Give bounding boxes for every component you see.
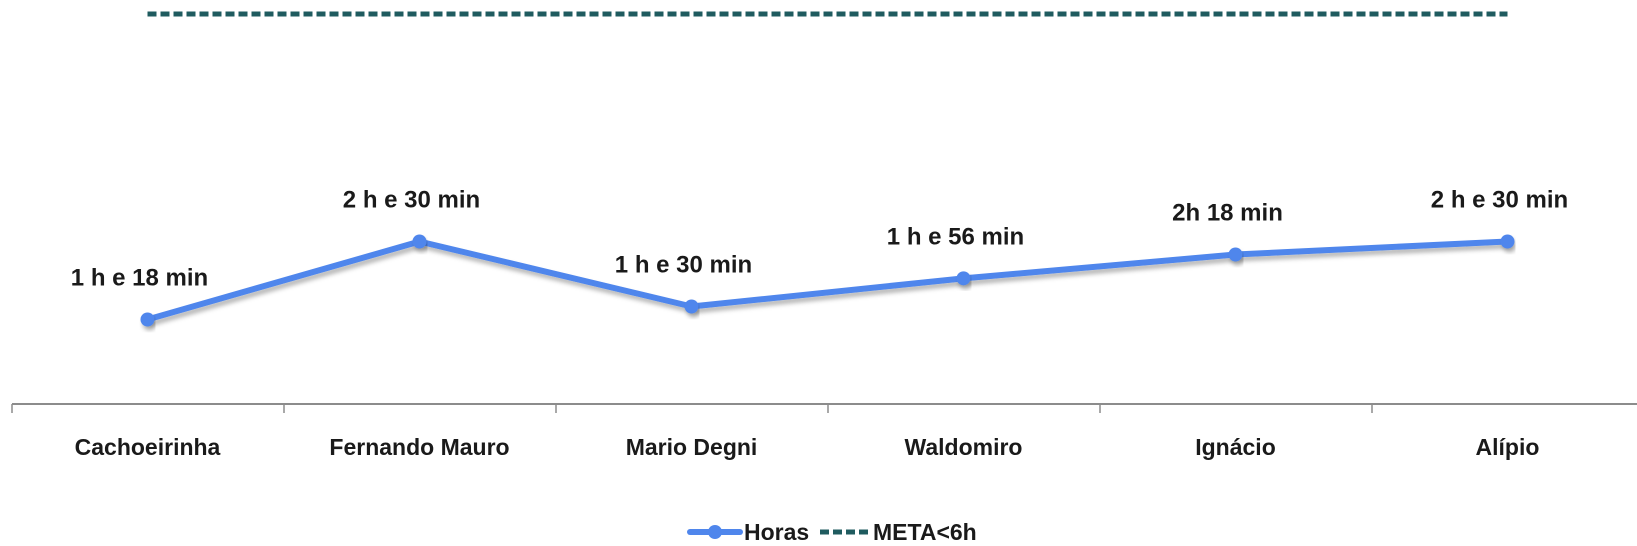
horas-point xyxy=(684,299,699,314)
data-labels: 1 h e 18 min 2 h e 30 min 1 h e 30 min 1 h … xyxy=(71,187,1568,292)
horas-point xyxy=(1500,234,1515,249)
legend-horas-marker xyxy=(708,525,722,539)
horas-point xyxy=(1228,247,1243,262)
legend-meta-label: META<6h xyxy=(873,519,977,545)
data-label: 1 h e 18 min xyxy=(71,265,208,292)
legend: Horas META<6h xyxy=(687,519,977,545)
x-tick-label: Ignácio xyxy=(1195,434,1276,460)
x-tick-label: Fernando Mauro xyxy=(329,434,509,460)
horas-series xyxy=(140,234,1515,327)
horas-point xyxy=(412,234,427,249)
legend-horas-label: Horas xyxy=(744,519,809,545)
x-tick-label: Mario Degni xyxy=(626,434,758,460)
horas-point xyxy=(140,312,155,327)
data-label: 2 h e 30 min xyxy=(343,187,480,214)
data-label: 1 h e 56 min xyxy=(887,223,1024,250)
x-axis: Cachoeirinha Fernando Mauro Mario Degni Wal… xyxy=(11,403,1637,460)
horas-point xyxy=(956,271,971,286)
data-label: 1 h e 30 min xyxy=(615,252,752,279)
x-tick-label: Cachoeirinha xyxy=(75,434,221,460)
x-tick-label: Alípio xyxy=(1476,434,1540,460)
x-tick-label: Waldomiro xyxy=(905,434,1023,460)
data-label: 2h 18 min xyxy=(1172,200,1283,227)
data-label: 2 h e 30 min xyxy=(1431,187,1568,214)
horas-line xyxy=(144,238,1511,323)
